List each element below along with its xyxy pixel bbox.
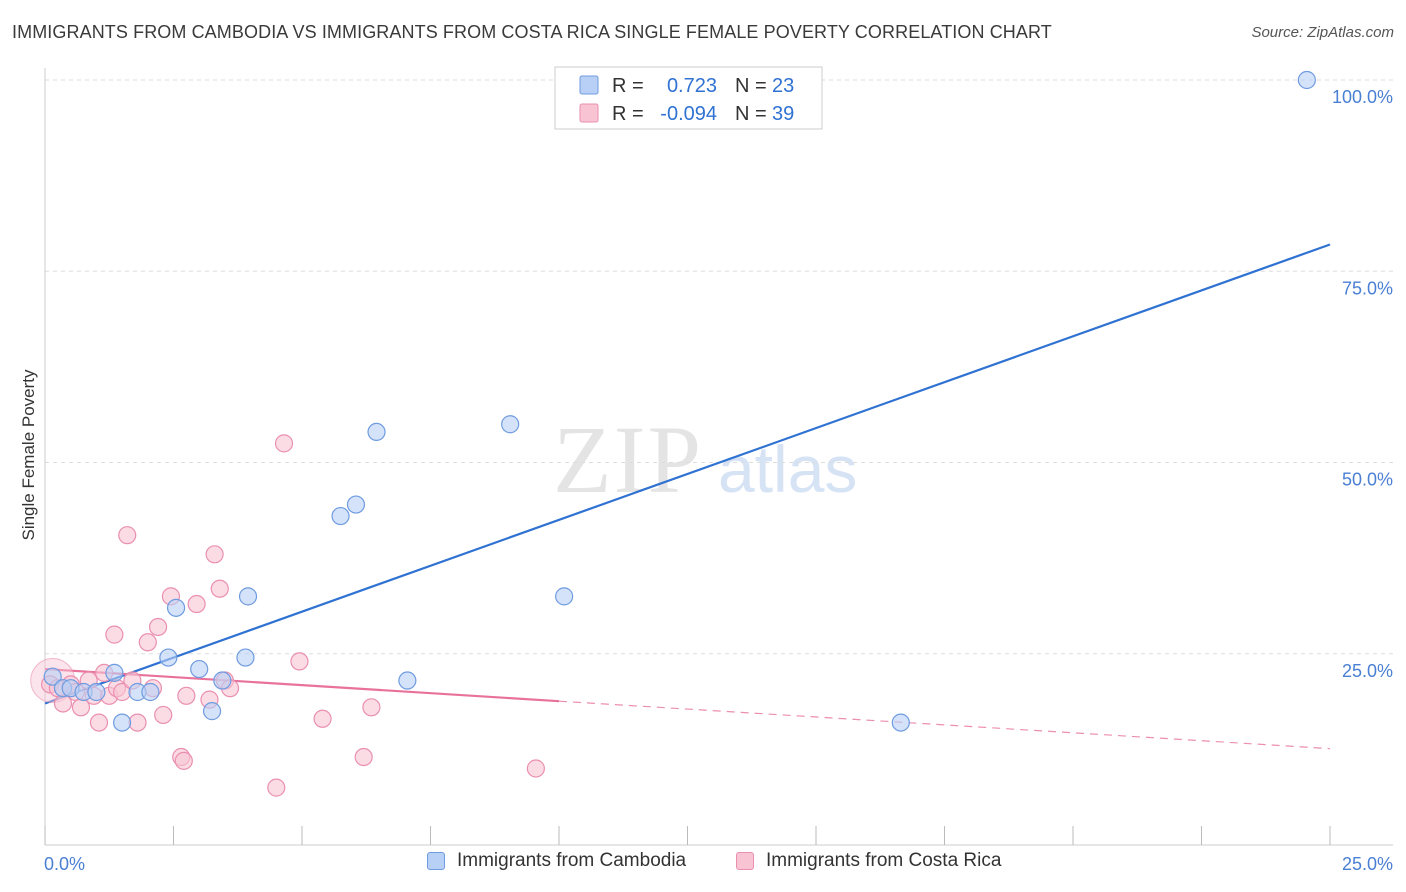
legend-swatch-costa-rica-bottom — [736, 852, 754, 870]
point-costa-rica-11 — [105, 625, 124, 644]
point-costa-rica-8 — [89, 713, 109, 732]
point-cambodia-21 — [555, 587, 574, 606]
axes — [44, 68, 1393, 846]
watermark-zip: ZIP — [553, 406, 703, 513]
legend-frame — [554, 66, 823, 130]
y-tick-label-3: 100.0% — [1332, 87, 1393, 107]
point-cambodia-16 — [331, 506, 350, 526]
legend-swatch-cambodia — [579, 75, 599, 95]
correlation-legend: R = 0.723 N = 23 R = -0.094 N = 39 — [554, 66, 823, 130]
point-cambodia-17 — [346, 495, 366, 514]
legend-item-costa-rica: Immigrants from Costa Rica — [736, 850, 1001, 872]
legend-r-value-costa-rica: -0.094 — [660, 103, 717, 125]
legend-label-cambodia: Immigrants from Cambodia — [457, 850, 687, 871]
point-costa-rica-19 — [148, 617, 168, 637]
point-cambodia-9 — [159, 648, 178, 667]
point-costa-rica-32 — [274, 434, 294, 453]
point-cambodia-6 — [112, 713, 132, 732]
series-legend: Immigrants from Cambodia Immigrants from… — [0, 850, 1406, 880]
point-costa-rica-34 — [313, 709, 332, 728]
tick-labels: 25.0% 50.0% 75.0% 100.0% 0.0% 25.0% — [44, 87, 1393, 874]
source-label: Source: ZipAtlas.com — [1251, 24, 1394, 41]
trend-line-costa-rica-extension — [558, 700, 1331, 750]
legend-n-value-cambodia: 23 — [772, 75, 794, 97]
chart-title: IMMIGRANTS FROM CAMBODIA VS IMMIGRANTS F… — [12, 22, 1052, 42]
legend-n-label-costa-rica: N = — [735, 103, 767, 125]
legend-swatch-cambodia-bottom — [427, 852, 445, 870]
point-cambodia-15 — [238, 587, 258, 606]
point-cambodia-8 — [141, 682, 160, 702]
y-tick-label-1: 50.0% — [1342, 470, 1393, 490]
data-points — [30, 70, 1316, 797]
point-cambodia-18 — [367, 422, 386, 441]
point-cambodia-12 — [202, 702, 222, 721]
point-costa-rica-16 — [128, 713, 147, 732]
legend-item-cambodia: Immigrants from Cambodia — [427, 850, 686, 872]
watermark-atlas: atlas — [718, 432, 857, 506]
point-costa-rica-17 — [138, 633, 157, 652]
point-costa-rica-36 — [362, 698, 381, 717]
point-cambodia-0 — [43, 667, 62, 686]
point-costa-rica-37 — [526, 759, 545, 778]
legend-r-label-cambodia: R = — [612, 75, 644, 97]
point-costa-rica-14 — [118, 526, 137, 545]
point-cambodia-22 — [891, 713, 910, 732]
point-costa-rica-20 — [154, 705, 173, 725]
point-cambodia-13 — [213, 671, 232, 690]
point-costa-rica-28 — [210, 579, 229, 598]
legend-r-label-costa-rica: R = — [612, 103, 644, 125]
legend-label-costa-rica: Immigrants from Costa Rica — [766, 850, 1002, 871]
point-costa-rica-23 — [174, 751, 193, 770]
y-axis-label: Single Female Poverty — [19, 369, 38, 541]
x-tick-label-1: 25.0% — [1342, 854, 1393, 874]
point-cambodia-14 — [236, 648, 255, 667]
y-tick-label-0: 25.0% — [1342, 661, 1393, 681]
y-tick-label-2: 75.0% — [1342, 278, 1393, 298]
trend-line-cambodia — [44, 243, 1331, 705]
legend-r-value-cambodia: 0.723 — [667, 75, 717, 97]
gridlines — [45, 79, 1393, 655]
legend-swatch-costa-rica — [579, 103, 599, 123]
legend-n-label-cambodia: N = — [735, 75, 767, 97]
point-cambodia-10 — [166, 598, 186, 617]
watermark: ZIP atlas — [553, 406, 857, 513]
point-cambodia-20 — [501, 415, 520, 434]
point-costa-rica-24 — [177, 686, 196, 705]
point-costa-rica-27 — [205, 545, 224, 564]
point-cambodia-19 — [398, 671, 417, 690]
x-tick-label-0: 0.0% — [44, 854, 85, 874]
point-cambodia-11 — [190, 659, 209, 679]
point-cambodia-23 — [1297, 70, 1316, 90]
point-costa-rica-25 — [187, 594, 206, 614]
point-costa-rica-33 — [290, 652, 309, 671]
point-cambodia-5 — [105, 663, 124, 682]
point-costa-rica-31 — [267, 778, 286, 797]
point-cambodia-4 — [87, 682, 106, 702]
point-costa-rica-35 — [354, 747, 373, 767]
legend-n-value-costa-rica: 39 — [772, 103, 794, 125]
